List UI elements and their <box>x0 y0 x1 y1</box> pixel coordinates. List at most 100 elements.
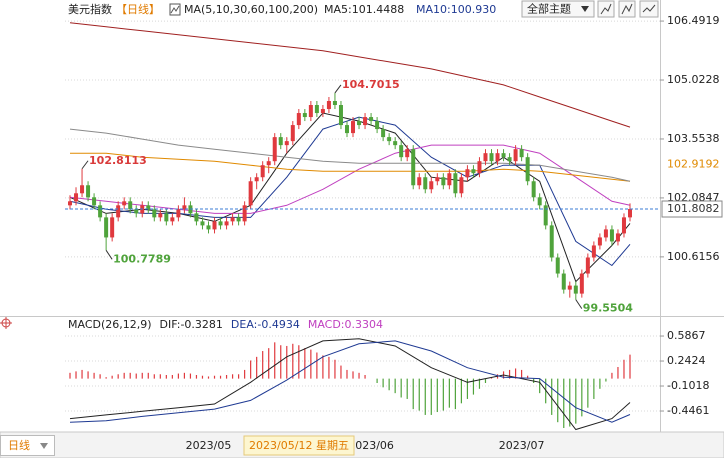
candle-body <box>116 205 121 218</box>
candle-body <box>369 117 374 122</box>
ma-line <box>69 144 631 214</box>
candle-body <box>98 205 103 218</box>
candle-body <box>459 177 464 194</box>
candle-body <box>447 173 452 186</box>
candle-body <box>338 105 343 126</box>
tool-icon <box>642 4 656 13</box>
candle-body <box>465 169 470 178</box>
x-tick-label: 2023/06 <box>348 439 394 452</box>
candle-body <box>68 201 72 206</box>
candle-body <box>230 217 235 222</box>
cursor-label: 2023/05/12 星期五 <box>243 435 355 456</box>
candle-body <box>80 185 85 194</box>
candle-body <box>609 229 614 242</box>
candle-body <box>296 113 301 126</box>
x-tick-label: 2023/05 <box>186 439 232 452</box>
dropdown-arrow <box>40 443 48 449</box>
tool-icon <box>600 3 612 15</box>
candle-body <box>314 105 319 114</box>
candle-body <box>549 225 554 258</box>
candle-body <box>453 173 458 194</box>
plot-area: 106.4919105.0228103.5538102.0847100.6156… <box>65 14 723 452</box>
candle-body <box>555 257 560 274</box>
extreme-label: 100.7789 <box>113 252 171 265</box>
candle-body <box>489 153 494 162</box>
candle-body <box>561 273 566 290</box>
theme-button[interactable] <box>521 0 595 18</box>
candle-body <box>471 169 476 174</box>
y-tick-label: 103.5538 <box>667 132 720 145</box>
extreme-marker <box>575 299 583 309</box>
tool-button[interactable] <box>639 0 659 18</box>
y-tick-label: 0.5867 <box>667 329 706 342</box>
theme-button-label: 全部主题 <box>527 2 571 16</box>
ma-icon[interactable] <box>169 3 181 16</box>
overlay: 美元指数 【日线】 MA(5,10,30,60,100,200) MA5:101… <box>0 0 659 456</box>
period-select[interactable] <box>0 435 55 456</box>
candle-body <box>74 193 79 202</box>
candle-body <box>146 205 151 210</box>
candle-body <box>152 209 157 218</box>
candle-body <box>176 209 181 218</box>
extreme-label: 104.7015 <box>342 78 400 91</box>
candle-body <box>363 117 368 126</box>
candle-body <box>110 217 115 238</box>
candle-body <box>326 100 331 110</box>
candle-body <box>567 285 572 290</box>
candle-body <box>513 149 518 162</box>
candle-body <box>543 205 548 226</box>
extreme-label: 102.8113 <box>89 154 147 167</box>
candle-body <box>332 100 337 106</box>
candle-body <box>206 225 211 230</box>
candle-body <box>320 109 325 114</box>
x-tick-label: 2023/07 <box>499 439 545 452</box>
candle-body <box>525 157 530 182</box>
candle-body <box>393 141 398 146</box>
y-tick-label: -0.1018 <box>667 379 709 392</box>
candle-body <box>224 221 229 226</box>
ma5-value: MA5:101.4488 <box>324 3 404 16</box>
symbol-name: 美元指数 <box>68 2 112 16</box>
time-axis-bar <box>0 431 724 458</box>
candle-body <box>628 209 632 218</box>
tool-button[interactable] <box>618 0 636 18</box>
candle-body <box>308 105 313 118</box>
candle-body <box>573 285 578 294</box>
candle-body <box>429 181 434 190</box>
candle-body <box>357 121 362 126</box>
period-label: 【日线】 <box>116 2 160 16</box>
candle-body <box>194 213 199 222</box>
candle-body <box>387 137 392 142</box>
candle-body <box>621 217 626 234</box>
tool-icon <box>621 3 633 15</box>
candle-body <box>218 221 223 226</box>
price-marker-box <box>661 200 723 218</box>
ma-line <box>69 22 631 128</box>
candle-body <box>266 161 271 166</box>
candle-body <box>351 121 356 134</box>
candle-body <box>344 125 349 134</box>
candle-body <box>375 121 380 130</box>
candle-body <box>537 197 542 206</box>
ma-params: MA(5,10,30,60,100,200) <box>184 3 318 16</box>
cursor-date: 2023/05/12 星期五 <box>249 439 349 452</box>
candle-body <box>597 237 602 246</box>
candle-body <box>242 205 247 222</box>
y-tick-label: -0.4461 <box>667 404 709 417</box>
candle-body <box>507 157 512 162</box>
candle-body <box>477 161 482 174</box>
candle-body <box>501 153 506 158</box>
ma-line <box>69 338 631 431</box>
extreme-label: 99.5504 <box>583 302 633 315</box>
candle-body <box>128 201 133 210</box>
y-tick-label: 100.6156 <box>667 250 720 263</box>
macd-legend: DIF:-0.3281 <box>160 318 223 331</box>
candle-body <box>278 137 283 146</box>
extreme-marker <box>105 250 113 260</box>
candle-body <box>170 217 175 222</box>
extreme-marker <box>334 84 342 94</box>
candle-body <box>615 233 620 242</box>
candle-body <box>158 213 163 218</box>
candle-body <box>411 149 416 186</box>
